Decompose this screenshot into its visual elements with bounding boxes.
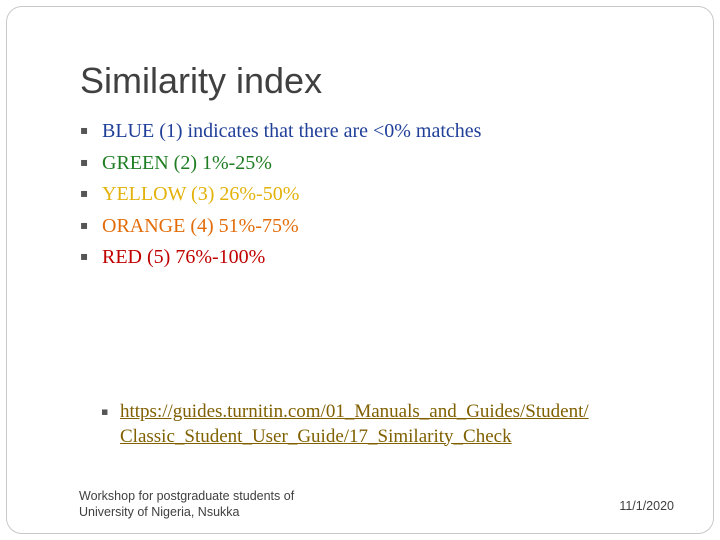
- bullet-text: GREEN (2) 1%-25%: [102, 151, 272, 174]
- bullet-list: ▪ BLUE (1) indicates that there are <0% …: [78, 117, 481, 275]
- footer-date: 11/1/2020: [619, 499, 674, 513]
- bullet-dot-icon: ▪: [101, 405, 109, 418]
- slide-title: Similarity index: [80, 60, 323, 101]
- bullet-text: YELLOW (3) 26%-50%: [102, 183, 300, 205]
- footer-line-1: Workshop for postgraduate students of: [79, 489, 295, 503]
- bullet-text: BLUE (1) indicates that there are <0% ma…: [102, 120, 482, 142]
- slide-frame: [6, 6, 714, 534]
- link-line-2[interactable]: Classic_Student_User_Guide/17_Similarity…: [120, 425, 512, 447]
- bullet-dot-icon: ▪: [80, 123, 89, 137]
- bullet-green: ▪ GREEN (2) 1%-25%: [78, 149, 481, 181]
- footer-line-2: University of Nigeria, Nsukka: [79, 505, 240, 519]
- footer-text: Workshop for postgraduate students of Un…: [79, 488, 294, 520]
- link-line-1[interactable]: https://guides.turnitin.com/01_Manuals_a…: [120, 401, 589, 422]
- bullet-dot-icon: ▪: [80, 249, 89, 263]
- bullet-red: ▪ RED (5) 76%-100%: [78, 243, 481, 275]
- bullet-dot-icon: ▪: [80, 154, 89, 169]
- bullet-text: RED (5) 76%-100%: [102, 246, 266, 268]
- bullet-orange: ▪ ORANGE (4) 51%-75%: [78, 212, 481, 244]
- reference-link[interactable]: ▪ https://guides.turnitin.com/01_Manuals…: [100, 400, 680, 449]
- bullet-text: ORANGE (4) 51%-75%: [102, 214, 299, 237]
- bullet-dot-icon: ▪: [80, 186, 89, 200]
- bullet-blue: ▪ BLUE (1) indicates that there are <0% …: [78, 117, 481, 149]
- bullet-dot-icon: ▪: [80, 217, 89, 232]
- bullet-yellow: ▪ YELLOW (3) 26%-50%: [78, 180, 481, 212]
